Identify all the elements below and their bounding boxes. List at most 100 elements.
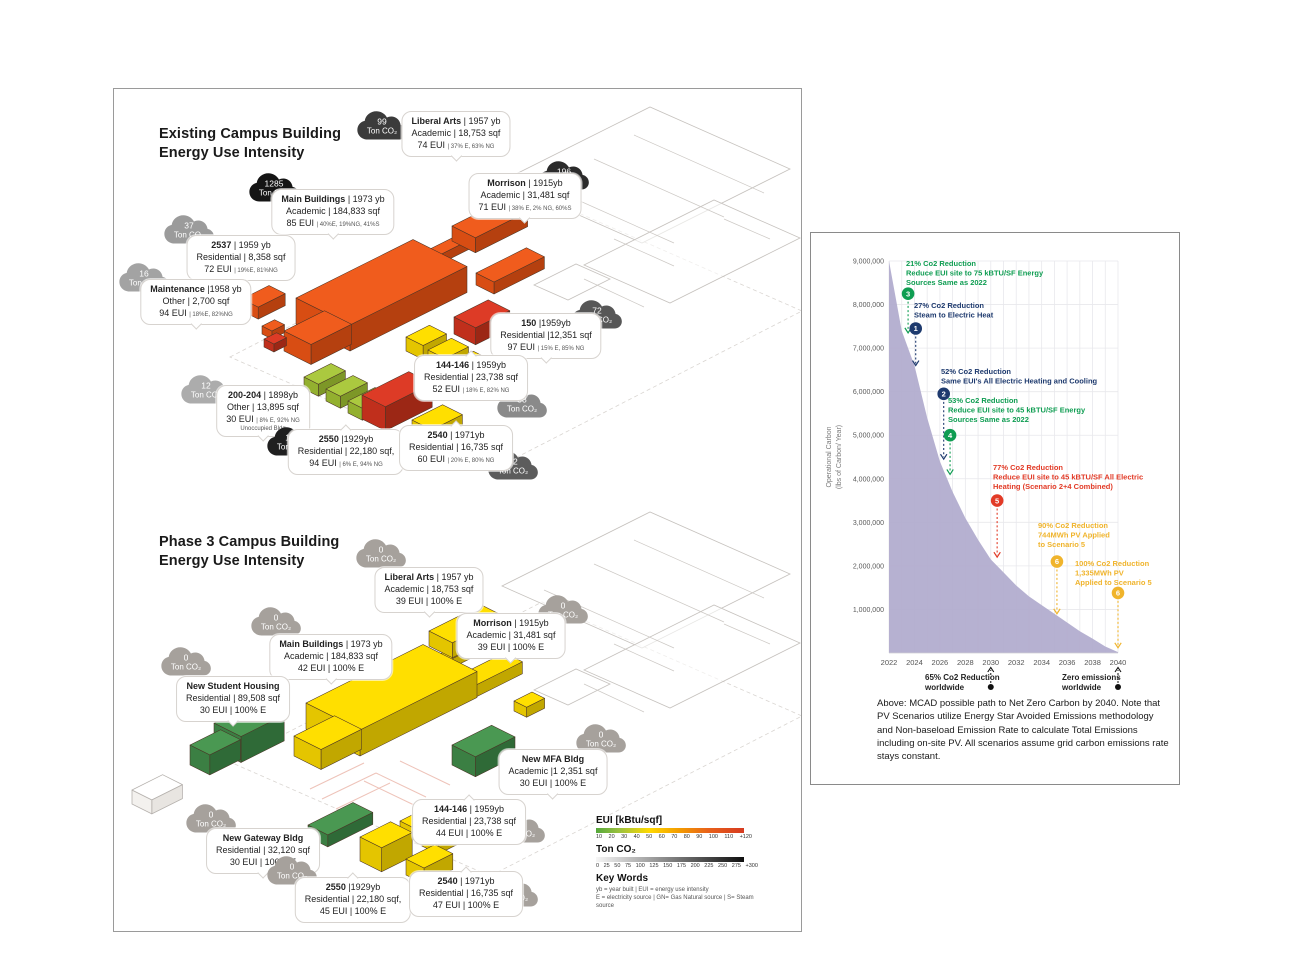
liberal-arts-eui-row: 74 EUI | 37% E, 63% NG: [411, 140, 500, 152]
map-group: [131, 511, 801, 885]
b150-eui-row: 97 EUI | 15% E, 85% NG: [500, 342, 591, 354]
p3-144-146-eui: 44 EUI | 100% E: [435, 827, 503, 838]
b2550-name: 2550: [318, 434, 339, 444]
p3-morrison-cloud-text: 0 Ton CO₂: [534, 591, 592, 628]
phase3-map-title: Phase 3 Campus Building Energy Use Inten…: [159, 533, 339, 571]
eui-tick: 20: [608, 834, 615, 840]
new-mfa-co2-unit: Ton CO₂: [585, 739, 617, 749]
b2537-year: | 1959 yb: [231, 240, 271, 250]
campus-maps-panel: Existing Campus Building Energy Use Inte…: [113, 88, 802, 932]
b2537-name-row: 2537 | 1959 yb: [197, 240, 286, 252]
p3-liberal-arts-cloud-text: 0 Ton CO₂: [352, 535, 410, 572]
p3-2540-label: 2540 | 1971yb Residential | 16,735 sqf 47 …: [409, 871, 523, 917]
ton-tick-labels: 0 25 50 75 100 125 150 175 200 225 250 275 +300: [596, 863, 758, 869]
b2540-co2-unit: Ton CO₂: [497, 466, 529, 476]
b2540-label: 2540 | 1971yb Residential | 16,735 sqf 60 …: [399, 425, 513, 471]
new-mfa-name-row: New MFA Bldg: [509, 754, 598, 766]
p3-144-146-type-size: Residential | 23,738 sqf: [422, 815, 516, 826]
scenario-marker: [937, 387, 951, 401]
b144-146-co2-unit: Ton CO₂: [506, 404, 538, 414]
p3-2540-name-row: 2540 | 1971yb: [419, 876, 513, 888]
eui-tick: 100: [708, 834, 718, 840]
p3-morrison-co2-value: 0: [560, 600, 566, 611]
scenario-marker: [901, 287, 915, 300]
b200-204-name: 200-204: [228, 390, 262, 400]
x-tick-label: 2026: [932, 658, 949, 667]
x-tick-label: 2038: [1084, 658, 1101, 667]
carbon-chart-panel: 1,000,000 2,000,000 3,000,000 4,000,000 5,00…: [810, 232, 1180, 785]
cloud-icon: [576, 724, 626, 753]
liberal-arts-eui: 74 EUI: [417, 139, 448, 150]
scenario-number: 1: [914, 324, 918, 333]
chart-caption: Above: MCAD possible path to Net Zero Ca…: [877, 698, 1169, 763]
below-axis-text-line: worldwide: [1061, 683, 1102, 692]
b200-204-eui-row: 30 EUI | 8% E, 92% NG: [226, 414, 300, 426]
maintenance-co2-value: 16: [139, 268, 149, 279]
timeline-dot: [987, 684, 994, 690]
b2550-type-size: Residential | 22,180 sqf,: [297, 445, 395, 456]
p3-liberal-arts-eui: 39 EUI | 100% E: [395, 595, 463, 606]
new-student-housing-eui: 30 EUI | 100% E: [199, 704, 267, 715]
y-tick-label: 9,000,000: [853, 259, 884, 266]
cloud-icon: [251, 607, 301, 636]
keywords-line1: yb = year built | EUI = energy use inten…: [596, 887, 709, 893]
new-gateway-name: New Gateway Bldg: [222, 833, 304, 843]
b2537-name: 2537: [211, 240, 232, 250]
p3-liberal-arts-co2-value: 0: [378, 544, 384, 555]
liberal-arts-type-size: Academic | 18,753 sqf: [411, 127, 501, 138]
eui-tick: 40: [633, 834, 640, 840]
morrison-name: Morrison: [487, 178, 526, 188]
scenario-marker: [943, 428, 957, 442]
p3-2550-cloud-text: 0 Ton CO₂: [263, 852, 321, 889]
keywords-line2: E = electricity source | GN= Gas Natural…: [596, 895, 754, 910]
new-gateway-co2-value: 0: [208, 809, 214, 820]
existing-title-line1: Existing Campus Building: [159, 126, 342, 142]
liberal-arts-label: Liberal Arts | 1957 yb Academic | 18,753 …: [401, 111, 511, 157]
p3-2540-eui-row: 47 EUI | 100% E: [419, 900, 513, 912]
maintenance-label: Maintenance |1958 yb Other | 2,700 sqf 94 …: [140, 279, 252, 325]
b200-204-extra: Unoccupied Bldg: [240, 425, 286, 432]
p3-main-buildings-co2-value: 0: [273, 612, 279, 623]
ton-tick: 25: [603, 863, 610, 869]
b2540-eui: 60 EUI: [417, 453, 448, 464]
p3-144-146-eui-row: 44 EUI | 100% E: [422, 828, 516, 840]
x-tick-label: 2028: [957, 658, 974, 667]
b150-eui: 97 EUI: [507, 341, 538, 352]
scenario-text-line: Sources Same as 2022: [948, 415, 1029, 424]
new-mfa-eui-row: 30 EUI | 100% E: [509, 778, 598, 790]
morrison-label: Morrison | 1915yb Academic | 31,481 sqf 71…: [468, 173, 582, 219]
p3-144-146-name: 144-146: [434, 804, 468, 814]
eui-gradient-bar: [596, 828, 744, 833]
p3-144-146-label: 144-146 | 1959yb Residential | 23,738 sqf…: [412, 799, 526, 845]
maintenance-eui: 94 EUI: [159, 307, 190, 318]
b2537-co2-value: 37: [184, 220, 194, 231]
scenario-marker: [1111, 586, 1125, 600]
new-mfa-cloud-text: 0 Ton CO₂: [572, 720, 630, 757]
new-mfa-type-size: Academic |1 2,351 sqf: [508, 765, 598, 776]
morrison-co2-value: 196: [556, 166, 572, 177]
scenario-text-line: to Scenario 5: [1038, 540, 1085, 549]
p3-2550-year: |1929yb: [345, 882, 381, 892]
b144-146-label: 144-146 | 1959yb Residential | 23,738 sqf…: [414, 355, 528, 401]
ton-tick: 275: [731, 863, 741, 869]
liberal-arts-co2-unit: Ton CO₂: [366, 126, 398, 136]
eui-tick: 90: [696, 834, 703, 840]
p3-main-buildings-name-row: Main Buildings | 1973 yb: [279, 639, 382, 651]
carbon-area-series: [889, 261, 1118, 653]
b2540-name: 2540: [427, 430, 448, 440]
ton-tick: +300: [745, 863, 758, 869]
b2537-type-size: Residential | 8,358 sqf: [196, 251, 286, 262]
b2540-co2-value: 62: [508, 456, 518, 467]
scenario-number: 6: [1116, 589, 1120, 598]
cloud-icon: [356, 539, 406, 568]
liberal-arts-name-row: Liberal Arts | 1957 yb: [411, 116, 500, 128]
cloud-icon: [357, 111, 407, 140]
b150-label: 150 |1959yb Residential |12,351 sqf 97 EUI…: [490, 313, 602, 359]
p3-2540-eui: 47 EUI | 100% E: [432, 899, 500, 910]
b2540-year: | 1971yb: [447, 430, 485, 440]
p3-main-buildings-label: Main Buildings | 1973 yb Academic | 184,8…: [269, 634, 393, 680]
